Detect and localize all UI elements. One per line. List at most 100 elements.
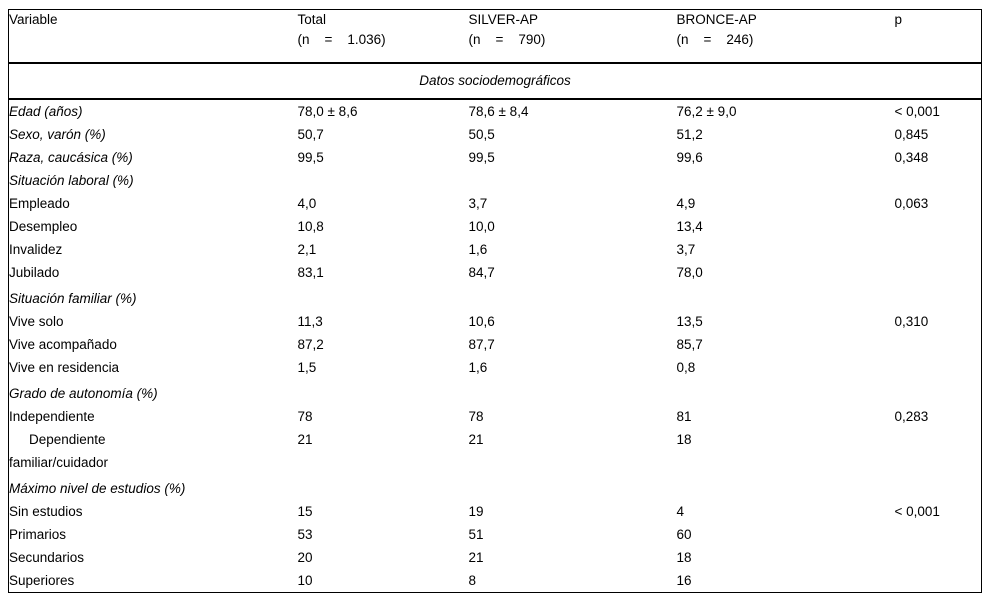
row-label: Grado de autonomía (%) — [9, 386, 158, 401]
cell-bronce: 85,7 — [676, 337, 703, 352]
cell-p: < 0,001 — [894, 104, 940, 119]
row-label: Sin estudios — [9, 504, 83, 519]
cell-total — [298, 169, 469, 192]
cell-silver: 51 — [468, 527, 484, 542]
cell-bronce — [677, 474, 895, 500]
group-header-row: Situación familiar (%) — [9, 284, 982, 310]
cell-silver: 8 — [468, 573, 477, 588]
cell-p: 0,845 — [894, 127, 929, 142]
table-row: Dependiente familiar/cuidador 21 21 18 — [9, 428, 982, 474]
cell-bronce: 4,9 — [676, 196, 696, 211]
cell-silver — [469, 284, 677, 310]
cell-p: 0,348 — [894, 150, 929, 165]
cell-silver: 21 — [468, 432, 484, 447]
cell-p — [895, 569, 982, 593]
column-header-variable: Variable — [9, 10, 298, 64]
cell-bronce: 13,5 — [676, 314, 703, 329]
column-header-total: Total (n = 1.036) — [298, 10, 469, 64]
cell-silver: 3,7 — [468, 196, 488, 211]
header-silver-label: SILVER-AP — [468, 12, 539, 27]
cell-total: 99,5 — [297, 150, 324, 165]
cell-total: 50,7 — [297, 127, 324, 142]
table-row: Vive en residencia 1,5 1,6 0,8 — [9, 356, 982, 379]
row-label: Dependiente familiar/cuidador — [9, 432, 109, 470]
row-label: Situación laboral (%) — [9, 173, 134, 188]
cell-total — [298, 379, 469, 405]
cell-silver — [469, 169, 677, 192]
group-header-row: Máximo nivel de estudios (%) — [9, 474, 982, 500]
header-silver-n: (n = 790) — [468, 32, 546, 47]
table-row: Desempleo 10,8 10,0 13,4 — [9, 215, 982, 238]
cell-bronce: 78,0 — [676, 265, 703, 280]
column-header-silver-ap: SILVER-AP (n = 790) — [469, 10, 677, 64]
column-header-p: p — [895, 10, 982, 64]
row-label: Máximo nivel de estudios (%) — [9, 481, 186, 496]
cell-bronce: 3,7 — [676, 242, 696, 257]
cell-bronce — [677, 379, 895, 405]
row-label: Primarios — [9, 527, 67, 542]
cell-p — [895, 546, 982, 569]
cell-total: 10,8 — [297, 219, 324, 234]
table-container: Variable Total (n = 1.036) SILVER-AP (n … — [8, 9, 982, 593]
cell-bronce: 51,2 — [676, 127, 703, 142]
row-label: Sexo, varón (%) — [9, 127, 106, 142]
cell-total: 1,5 — [297, 360, 317, 375]
cell-p — [895, 169, 982, 192]
cell-total: 15 — [297, 504, 313, 519]
header-variable-label: Variable — [9, 12, 58, 27]
cell-total: 87,2 — [297, 337, 324, 352]
cell-silver — [469, 379, 677, 405]
table-row: Secundarios 20 21 18 — [9, 546, 982, 569]
header-total-label: Total — [297, 12, 327, 27]
row-label: Raza, caucásica (%) — [9, 150, 133, 165]
cell-total — [298, 284, 469, 310]
row-label: Jubilado — [9, 265, 60, 280]
cell-silver: 78,6 ± 8,4 — [468, 104, 529, 119]
cell-bronce: 81 — [676, 409, 692, 424]
cell-total: 4,0 — [297, 196, 317, 211]
cell-p: < 0,001 — [894, 504, 940, 519]
cell-total — [298, 474, 469, 500]
cell-bronce: 0,8 — [676, 360, 696, 375]
table-row: Jubilado 83,1 84,7 78,0 — [9, 261, 982, 284]
row-label: Empleado — [9, 196, 70, 211]
table-row: Superiores 10 8 16 — [9, 569, 982, 593]
cell-p — [895, 379, 982, 405]
cell-silver — [469, 474, 677, 500]
cell-bronce: 76,2 ± 9,0 — [676, 104, 737, 119]
cell-bronce: 4 — [676, 504, 685, 519]
cell-total: 20 — [297, 550, 313, 565]
group-header-row: Situación laboral (%) — [9, 169, 982, 192]
cell-silver: 19 — [468, 504, 484, 519]
cell-p-group: 0,310 — [894, 314, 929, 329]
row-label: Desempleo — [9, 219, 78, 234]
section-header-row: Datos sociodemográficos — [8, 63, 982, 99]
row-label: Superiores — [9, 573, 75, 588]
cell-p — [895, 523, 982, 546]
cell-total: 10 — [297, 573, 313, 588]
cell-silver: 10,0 — [468, 219, 495, 234]
cell-silver: 50,5 — [468, 127, 495, 142]
row-label: Invalidez — [9, 242, 63, 257]
row-label: Situación familiar (%) — [9, 291, 137, 306]
cell-bronce: 16 — [676, 573, 692, 588]
cell-bronce: 60 — [676, 527, 692, 542]
table-row: Independiente 78 78 81 0,283 — [9, 405, 982, 428]
cell-bronce: 18 — [676, 550, 692, 565]
cell-bronce — [677, 284, 895, 310]
cell-bronce: 99,6 — [676, 150, 703, 165]
cell-silver: 84,7 — [468, 265, 495, 280]
table-row: Vive acompañado 87,2 87,7 85,7 — [9, 333, 982, 356]
cell-bronce: 13,4 — [676, 219, 703, 234]
header-bronce-n: (n = 246) — [676, 32, 754, 47]
cell-total: 21 — [297, 432, 313, 447]
cell-silver: 1,6 — [468, 360, 488, 375]
cell-total: 11,3 — [297, 314, 323, 329]
cell-total: 78,0 ± 8,6 — [297, 104, 358, 119]
row-label: Secundarios — [9, 550, 85, 565]
cell-silver: 87,7 — [468, 337, 495, 352]
cell-silver: 21 — [468, 550, 484, 565]
table-header-row: Variable Total (n = 1.036) SILVER-AP (n … — [8, 10, 982, 64]
header-p-label: p — [894, 12, 903, 27]
